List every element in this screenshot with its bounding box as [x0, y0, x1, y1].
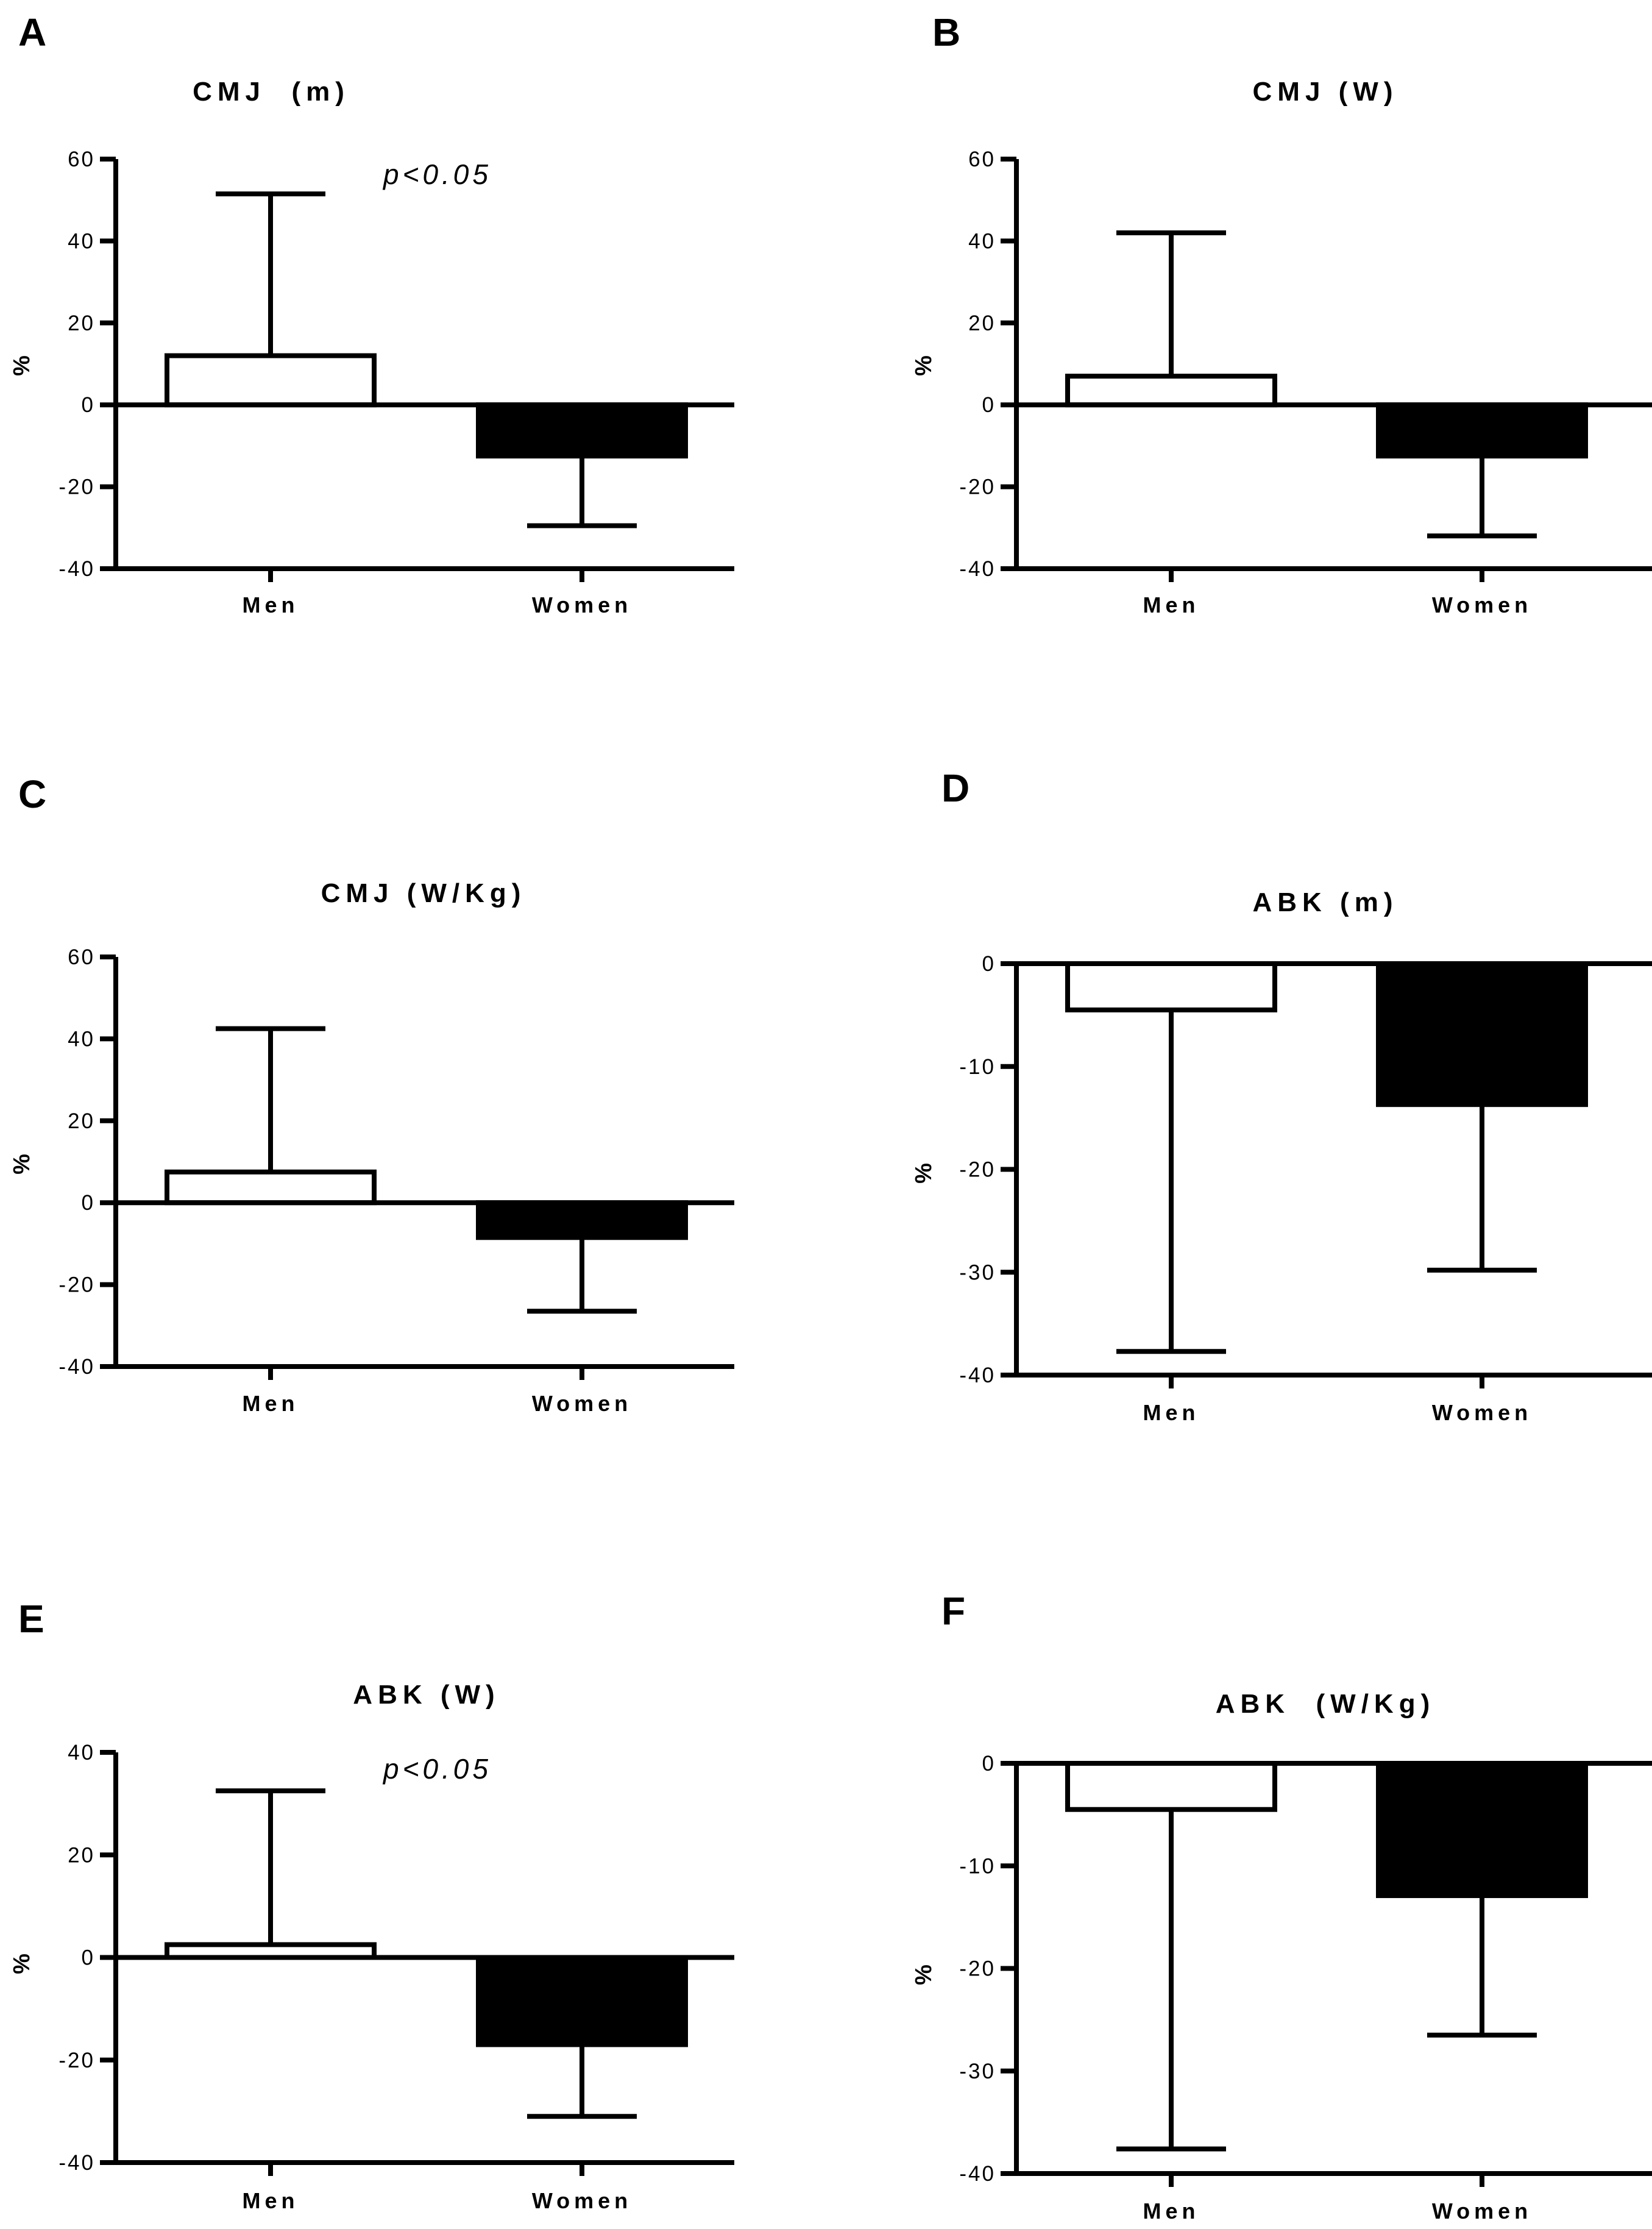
y-tick-label: 20 — [968, 311, 996, 335]
chart-panel-d: D ABK (m)% -40 -30 -20 -10 0 Men Women — [911, 766, 1652, 1425]
y-tick-label: 0 — [982, 393, 996, 417]
category-label-men: Men — [1143, 2199, 1200, 2224]
y-tick-label: -20 — [959, 1957, 996, 1981]
y-tick-label: 60 — [968, 148, 996, 171]
y-tick-label: -30 — [959, 2060, 996, 2083]
category-label-men: Men — [243, 1391, 299, 1416]
category-label-men: Men — [1143, 592, 1200, 617]
y-tick-label: -40 — [58, 2151, 95, 2175]
y-tick-label: -40 — [959, 1363, 996, 1387]
category-label-women: Women — [1432, 2199, 1532, 2224]
bar-women — [476, 1955, 688, 2047]
y-tick-label: -10 — [959, 1854, 996, 1878]
category-label-women: Women — [532, 1391, 632, 1416]
y-tick-label: -20 — [959, 475, 996, 499]
y-tick-label: 20 — [68, 1109, 95, 1133]
category-label-men: Men — [243, 592, 299, 617]
y-tick-label: -40 — [959, 2162, 996, 2186]
chart-title: ABK (W) — [353, 1680, 500, 1710]
bar-men — [1065, 961, 1277, 1012]
y-tick-label: 40 — [68, 1741, 95, 1765]
chart-panel-b: B CMJ (W)% -40 -20 0 20 40 60 Men Women — [911, 10, 1652, 617]
chart-title: CMJ (m) — [193, 77, 350, 107]
panel-letter: D — [941, 766, 970, 810]
chart-panel-f: F ABK (W/Kg)% -40 -30 -20 -10 0 Men Women — [911, 1589, 1652, 2224]
panel-letter: F — [941, 1589, 965, 1633]
y-axis-label: % — [9, 1154, 35, 1175]
panel-letter: E — [18, 1597, 44, 1641]
bar-women — [1376, 402, 1588, 459]
y-tick-label: 40 — [68, 229, 95, 253]
chart-panel-c: C CMJ (W/Kg)% -40 -20 0 20 40 60 Men Women — [9, 772, 734, 1416]
bar-women — [476, 1200, 688, 1240]
y-tick-label: 40 — [68, 1027, 95, 1051]
category-label-women: Women — [1432, 1400, 1532, 1425]
y-tick-label: -20 — [58, 1273, 95, 1297]
y-axis-label: % — [911, 1163, 937, 1184]
y-tick-label: 0 — [82, 393, 95, 417]
chart-title: CMJ (W/Kg) — [321, 878, 526, 908]
y-axis-label: % — [911, 355, 937, 376]
y-tick-label: 0 — [982, 952, 996, 976]
y-axis-label: % — [911, 1964, 937, 1985]
bar-men — [1065, 374, 1277, 408]
y-tick-label: -10 — [959, 1055, 996, 1079]
bar-men — [165, 353, 377, 408]
y-tick-label: -40 — [58, 1355, 95, 1379]
y-axis-label: % — [9, 355, 35, 376]
significance-annotation: p<0.05 — [382, 158, 492, 190]
significance-annotation: p<0.05 — [382, 1753, 492, 1785]
y-tick-label: -20 — [959, 1158, 996, 1182]
y-tick-label: -20 — [58, 2049, 95, 2072]
y-axis-label: % — [9, 1953, 35, 1974]
category-label-men: Men — [243, 2188, 299, 2213]
y-tick-label: -20 — [58, 475, 95, 499]
bar-men — [1065, 1761, 1277, 1812]
y-tick-label: -40 — [58, 557, 95, 581]
panel-letter: B — [932, 10, 960, 54]
chart-panel-e: E ABK (W) p<0.05% -40 -20 0 20 40 Men Women — [9, 1597, 734, 2213]
category-label-women: Women — [1432, 592, 1532, 617]
y-tick-label: -30 — [959, 1260, 996, 1284]
chart-panel-a: A CMJ (m) p<0.05% -40 -20 0 20 40 60 Men Women — [9, 10, 734, 617]
category-label-women: Women — [532, 592, 632, 617]
y-tick-label: 0 — [982, 1752, 996, 1776]
panel-letter: C — [18, 772, 46, 816]
y-tick-label: 0 — [82, 1946, 95, 1970]
bar-women — [1376, 1761, 1588, 1899]
bar-women — [476, 402, 688, 459]
y-tick-label: -40 — [959, 557, 996, 581]
y-tick-label: 20 — [68, 1843, 95, 1867]
panel-letter: A — [18, 10, 46, 54]
y-tick-label: 40 — [968, 229, 996, 253]
bar-women — [1376, 961, 1588, 1107]
chart-title: ABK (m) — [1253, 887, 1399, 917]
y-tick-label: 60 — [68, 148, 95, 171]
y-tick-label: 0 — [82, 1191, 95, 1215]
chart-title: CMJ (W) — [1253, 77, 1399, 107]
bar-men — [165, 1169, 377, 1206]
y-tick-label: 20 — [68, 311, 95, 335]
category-label-women: Women — [532, 2188, 632, 2213]
category-label-men: Men — [1143, 1400, 1200, 1425]
y-tick-label: 60 — [68, 945, 95, 969]
chart-title: ABK (W/Kg) — [1216, 1689, 1436, 1719]
